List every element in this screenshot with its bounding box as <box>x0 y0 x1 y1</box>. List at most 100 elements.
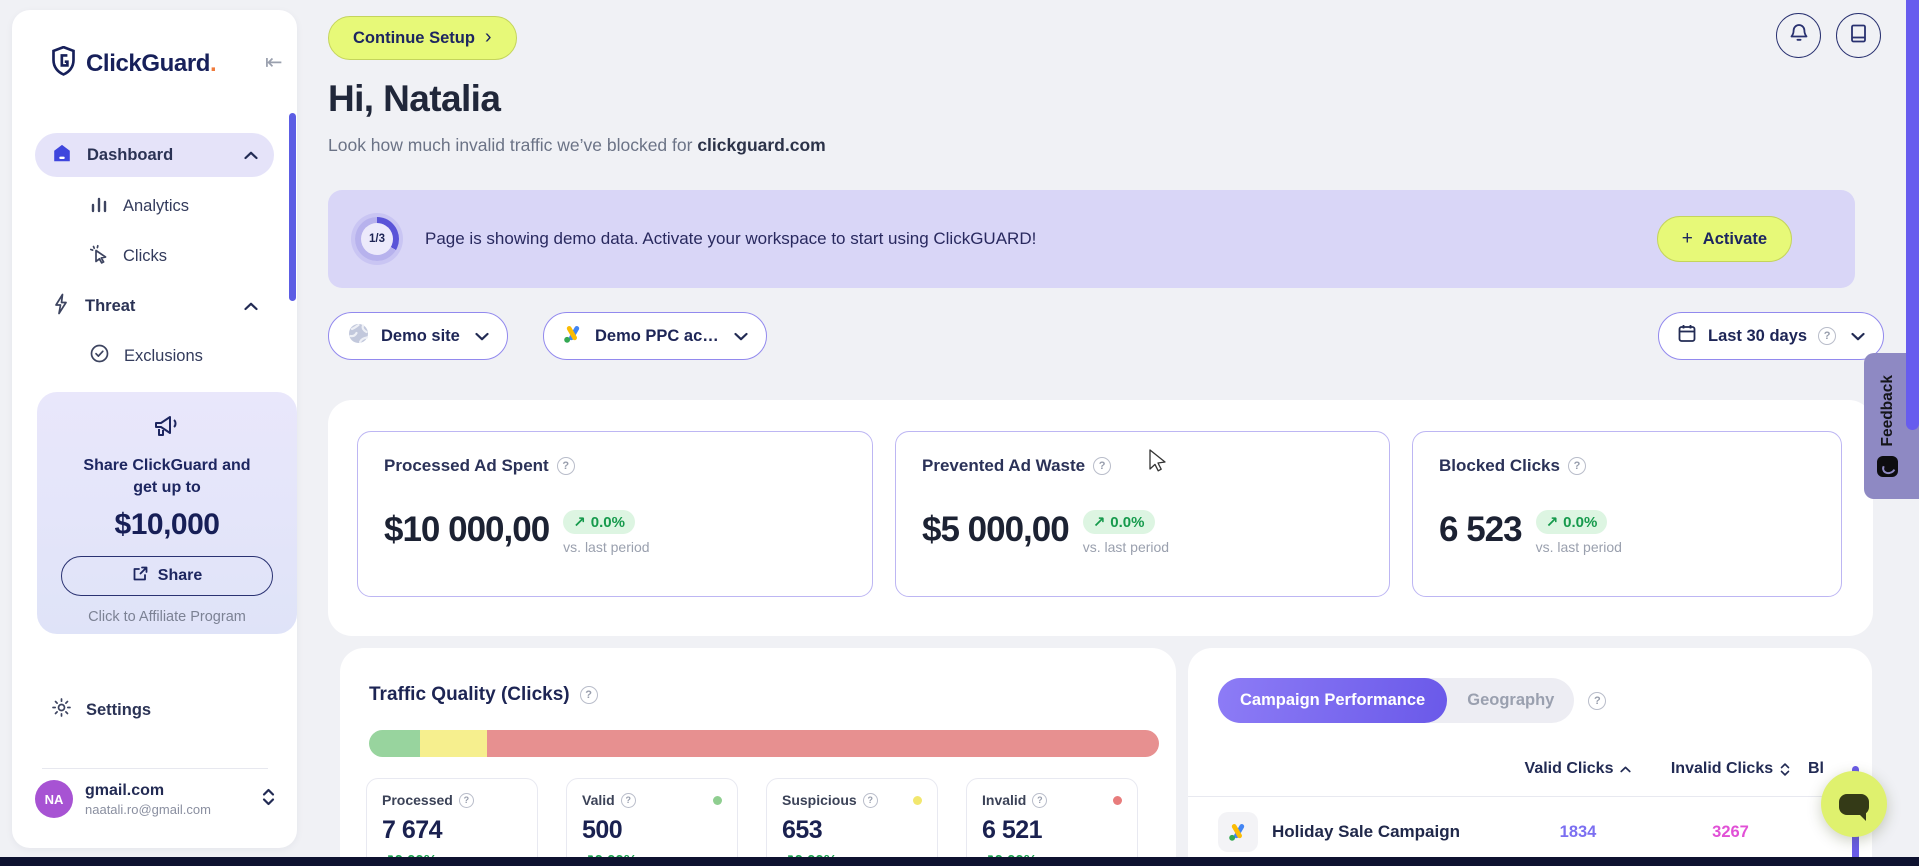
summary-stats-panel: Processed Ad Spent? $10 000,00 ↗ 0.0% vs.… <box>328 400 1873 636</box>
column-blocked-truncated[interactable]: Bl <box>1808 760 1824 777</box>
activate-button[interactable]: + Activate <box>1656 216 1792 262</box>
help-icon[interactable]: ? <box>1588 691 1607 710</box>
sidebar-scrollbar[interactable] <box>289 113 296 301</box>
continue-setup-label: Continue Setup <box>353 28 475 47</box>
logo-dot: . <box>210 49 217 77</box>
ppc-account-value: Demo PPC ac… <box>595 326 719 345</box>
metric-label: Prevented Ad Waste <box>922 456 1086 475</box>
stat-value: 6 521 <box>982 816 1043 844</box>
workspace-switcher[interactable]: NA gmail.com naatali.ro@gmail.com <box>35 780 275 818</box>
invalid-clicks-value: 3267 <box>1712 822 1749 841</box>
bar-chart-icon <box>89 194 109 219</box>
help-icon[interactable]: ? <box>1093 457 1112 475</box>
help-icon[interactable]: ? <box>556 457 575 475</box>
help-icon[interactable]: ? <box>579 686 598 704</box>
trend-up-icon: ↗ <box>573 514 586 531</box>
share-button[interactable]: Share <box>61 556 273 597</box>
google-ads-icon <box>1218 812 1258 852</box>
demo-data-banner: 1/3 Page is showing demo data. Activate … <box>328 190 1855 288</box>
trend-badge: ↗ 0.0% <box>1535 510 1608 534</box>
page-scrollbar[interactable] <box>1906 0 1919 430</box>
sidebar-item-clicks[interactable]: Clicks <box>35 234 274 278</box>
sort-both-icon <box>1780 762 1790 776</box>
sidebar-item-label: Threat <box>85 296 136 315</box>
metric-value: 6 523 <box>1439 510 1523 549</box>
help-icon[interactable]: ? <box>620 792 636 808</box>
tab-geography[interactable]: Geography <box>1467 691 1555 709</box>
continue-setup-button[interactable]: Continue Setup › <box>328 16 517 60</box>
tab-group: Campaign Performance Geography <box>1218 678 1575 723</box>
docs-button[interactable] <box>1836 13 1881 58</box>
feedback-smiley-icon <box>1877 456 1898 478</box>
help-icon[interactable]: ? <box>862 792 878 808</box>
sidebar-item-dashboard[interactable]: Dashboard <box>35 133 274 177</box>
tab-campaign-performance[interactable]: Campaign Performance <box>1218 678 1448 723</box>
external-link-icon <box>132 565 149 587</box>
sort-asc-icon <box>1620 766 1632 772</box>
chat-launcher-button[interactable] <box>1821 771 1887 837</box>
bar-segment-invalid <box>487 730 1159 757</box>
suspicious-dot-icon <box>913 795 922 805</box>
clickguard-logo[interactable]: ClickGuard. <box>50 45 217 81</box>
page-title: Hi, Natalia <box>328 78 501 119</box>
campaign-row[interactable]: Holiday Sale Campaign 1834 3267 <box>1188 804 1872 860</box>
chevron-down-icon <box>1851 327 1865 346</box>
stat-value: 653 <box>782 816 823 844</box>
traffic-quality-title: Traffic Quality (Clicks) <box>369 684 570 705</box>
chevron-down-icon <box>475 327 489 346</box>
sidebar-item-threat[interactable]: Threat <box>35 284 274 328</box>
plus-icon: + <box>1681 228 1693 249</box>
globe-icon <box>347 322 370 350</box>
bell-icon <box>1789 22 1809 49</box>
notifications-button[interactable] <box>1776 13 1821 58</box>
bottom-edge-strip <box>0 857 1919 866</box>
sidebar-item-analytics[interactable]: Analytics <box>35 184 274 228</box>
shield-logo-icon <box>50 45 77 81</box>
column-valid-clicks[interactable]: Valid Clicks <box>1503 760 1653 778</box>
help-icon[interactable]: ? <box>1567 457 1586 475</box>
sidebar-divider <box>42 768 268 769</box>
sidebar-item-label: Settings <box>86 700 152 719</box>
avatar: NA <box>35 780 73 818</box>
book-icon <box>1849 23 1868 49</box>
share-button-label: Share <box>157 567 203 585</box>
home-icon <box>51 142 73 169</box>
help-icon[interactable]: ? <box>458 792 474 808</box>
trend-badge: ↗ 0.0% <box>1082 510 1155 534</box>
chevron-down-icon <box>734 327 748 346</box>
ppc-account-dropdown[interactable]: Demo PPC ac… <box>543 312 767 360</box>
vs-last-period-label: vs. last period <box>1082 539 1170 555</box>
chevron-right-icon: › <box>484 25 492 48</box>
activate-button-label: Activate <box>1702 229 1767 248</box>
invalid-dot-icon <box>1113 795 1122 805</box>
trend-up-icon: ↗ <box>1092 514 1106 531</box>
help-icon[interactable]: ? <box>1032 792 1048 808</box>
cursor-click-icon <box>89 244 109 269</box>
date-range-dropdown[interactable]: Last 30 days ? <box>1658 312 1885 360</box>
table-divider <box>1188 796 1872 797</box>
logo-text: ClickGuard <box>86 49 211 77</box>
calendar-icon <box>1677 323 1697 349</box>
promo-line1: Share ClickGuard and <box>83 457 251 474</box>
date-range-value: Last 30 days <box>1708 326 1808 345</box>
site-filter-value: Demo site <box>381 326 460 345</box>
help-icon: ? <box>1818 327 1837 345</box>
sidebar-collapse-icon[interactable]: ⇤ <box>265 51 283 74</box>
chevron-up-icon <box>244 302 258 310</box>
google-ads-icon <box>562 323 584 350</box>
setup-progress-ring: 1/3 <box>355 217 399 261</box>
site-filter-dropdown[interactable]: Demo site <box>328 312 508 360</box>
campaign-name: Holiday Sale Campaign <box>1272 822 1460 841</box>
vs-last-period-label: vs. last period <box>563 539 650 555</box>
sidebar-item-label: Exclusions <box>124 346 203 365</box>
sidebar-item-settings[interactable]: Settings <box>35 688 274 732</box>
workspace-name: gmail.com <box>85 781 165 799</box>
affiliate-promo-card[interactable]: Share ClickGuard and get up to $10,000 S… <box>37 392 297 634</box>
metric-label: Processed Ad Spent <box>384 456 549 475</box>
promo-line2: get up to <box>133 478 201 496</box>
valid-dot-icon <box>713 795 722 805</box>
stat-card-valid: Valid? 500 ↗0.00% <box>566 778 738 866</box>
column-invalid-clicks[interactable]: Invalid Clicks <box>1653 760 1808 778</box>
setup-progress-step: 1/3 <box>361 223 393 255</box>
sidebar-item-exclusions[interactable]: Exclusions <box>35 334 274 378</box>
